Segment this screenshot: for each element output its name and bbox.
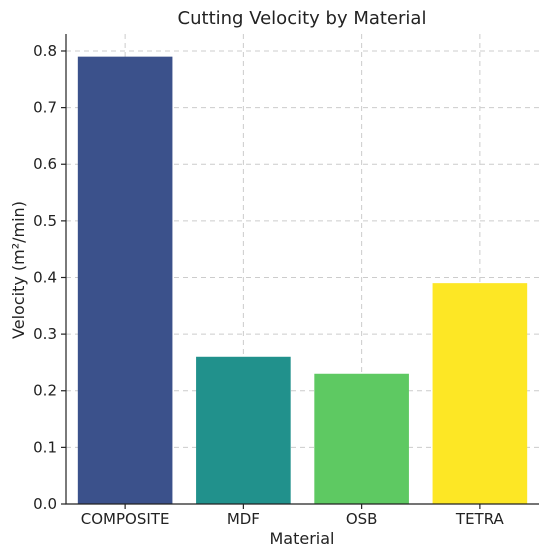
bar-osb (314, 373, 409, 504)
y-tick-label: 0.7 (33, 99, 57, 117)
y-tick-label: 0.0 (33, 495, 57, 513)
y-tick-label: 0.4 (33, 268, 57, 286)
y-tick-label: 0.1 (33, 438, 57, 456)
chart-title: Cutting Velocity by Material (178, 8, 427, 29)
x-tick-label: COMPOSITE (81, 510, 170, 528)
bar-composite (77, 56, 173, 504)
y-tick-label: 0.5 (33, 212, 57, 230)
x-tick-label: MDF (227, 510, 260, 528)
y-tick-label: 0.8 (33, 42, 57, 60)
x-axis-ticks: COMPOSITE MDF OSB TETRA (81, 504, 505, 528)
y-axis-ticks: 0.0 0.1 0.2 0.3 0.4 0.5 0.6 0.7 0.8 (33, 42, 66, 513)
y-axis-label: Velocity (m²/min) (9, 201, 28, 339)
x-axis-label: Material (270, 529, 335, 548)
y-tick-label: 0.3 (33, 325, 57, 343)
y-tick-label: 0.2 (33, 382, 57, 400)
bar-mdf (196, 356, 291, 504)
y-tick-label: 0.6 (33, 155, 57, 173)
x-tick-label: TETRA (455, 510, 505, 528)
bar-tetra (432, 283, 528, 504)
x-tick-label: OSB (346, 510, 378, 528)
bars (77, 56, 528, 504)
